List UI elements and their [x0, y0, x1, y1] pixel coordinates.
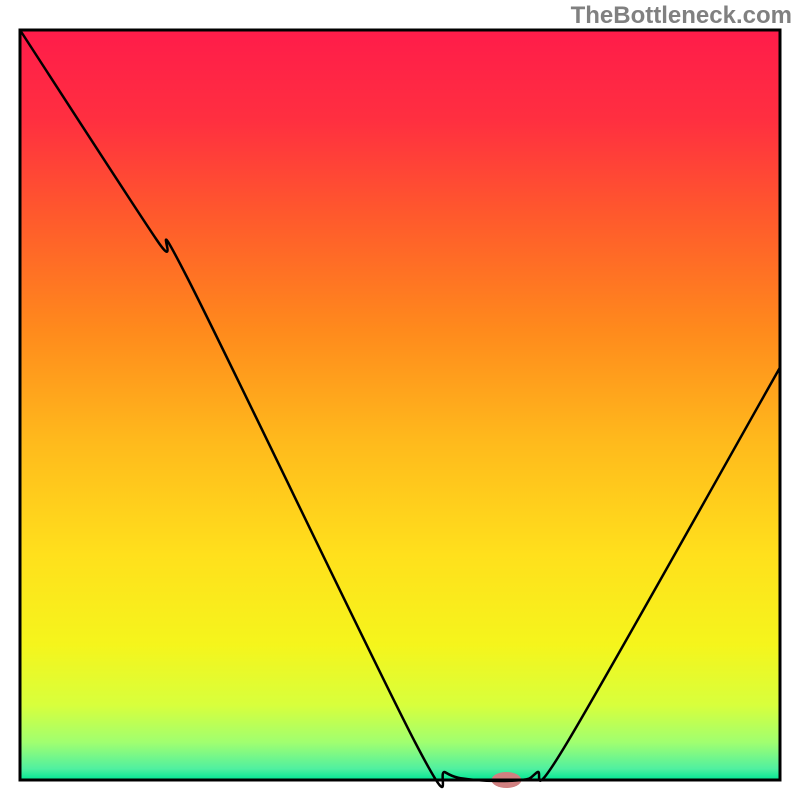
plot-background	[20, 30, 780, 780]
chart-container: TheBottleneck.com	[0, 0, 800, 800]
watermark-text: TheBottleneck.com	[571, 2, 792, 30]
bottleneck-chart	[0, 0, 800, 800]
